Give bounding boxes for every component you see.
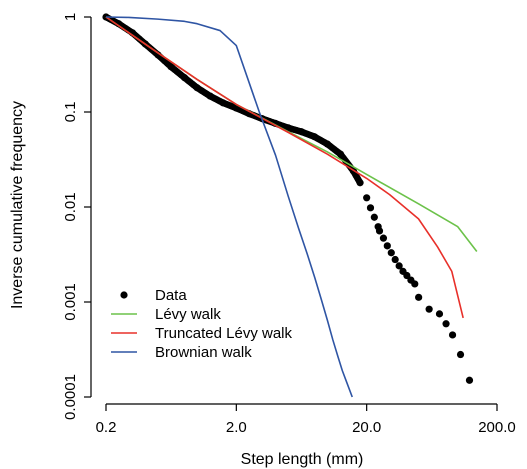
x-tick-label-3: 200.0 bbox=[478, 419, 516, 436]
data-point bbox=[193, 84, 201, 92]
data-point bbox=[284, 124, 292, 132]
x-tick-label-0: 0.2 bbox=[96, 419, 117, 436]
x-tick-label-1: 2.0 bbox=[226, 419, 247, 436]
data-point bbox=[411, 280, 419, 288]
data-point bbox=[297, 128, 305, 136]
y-tick-label-4: 0.0001 bbox=[62, 374, 79, 420]
legend-label-data: Data bbox=[155, 287, 187, 304]
series-layer bbox=[102, 13, 478, 398]
y-tick-label-1: 0.1 bbox=[62, 102, 79, 123]
data-point bbox=[383, 242, 391, 250]
data-point bbox=[154, 51, 162, 59]
series-line-brownian-walk bbox=[105, 16, 353, 398]
data-point bbox=[310, 133, 318, 141]
data-point bbox=[448, 331, 457, 339]
data-point bbox=[379, 234, 388, 242]
data-point bbox=[180, 74, 189, 82]
x-axis-title: Step length (mm) bbox=[241, 451, 364, 468]
y-tick-label-2: 0.01 bbox=[62, 192, 79, 221]
legend-marker-data bbox=[120, 291, 128, 299]
data-point bbox=[415, 293, 423, 301]
data-point bbox=[442, 320, 450, 328]
data-point bbox=[435, 310, 444, 318]
data-point bbox=[395, 262, 403, 270]
data-point bbox=[336, 150, 345, 158]
data-point bbox=[206, 92, 214, 100]
y-tick-label-3: 0.001 bbox=[62, 283, 79, 321]
data-point bbox=[387, 249, 395, 257]
data-point bbox=[115, 20, 123, 28]
data-point bbox=[363, 194, 371, 202]
data-point bbox=[366, 204, 375, 212]
data-point bbox=[167, 63, 175, 71]
data-point bbox=[465, 376, 474, 384]
legend: Data Lévy walk Truncated Lévy walk Brownian… bbox=[111, 287, 293, 361]
x-tick-label-2: 20.0 bbox=[352, 419, 381, 436]
axes-layer: 0.2 2.0 20.0 200.0 1 0.1 0.01 0.001 0.0001 bbox=[62, 13, 516, 436]
series-line-truncated-l-vy-walk bbox=[105, 16, 464, 319]
data-point bbox=[425, 305, 433, 313]
data-point bbox=[375, 227, 384, 235]
data-point bbox=[391, 255, 399, 264]
data-point bbox=[456, 350, 465, 359]
y-tick-label-0: 1 bbox=[62, 13, 79, 21]
legend-label-l-vy-walk: Lévy walk bbox=[155, 306, 221, 323]
data-point bbox=[219, 99, 227, 107]
legend-label-brownian-walk: Brownian walk bbox=[155, 344, 252, 361]
y-axis-title: Inverse cumulative frequency bbox=[9, 101, 26, 309]
data-point bbox=[323, 140, 332, 148]
legend-label-truncated-l-vy-walk: Truncated Lévy walk bbox=[155, 325, 293, 342]
data-point bbox=[356, 179, 364, 187]
data-point bbox=[370, 213, 378, 221]
